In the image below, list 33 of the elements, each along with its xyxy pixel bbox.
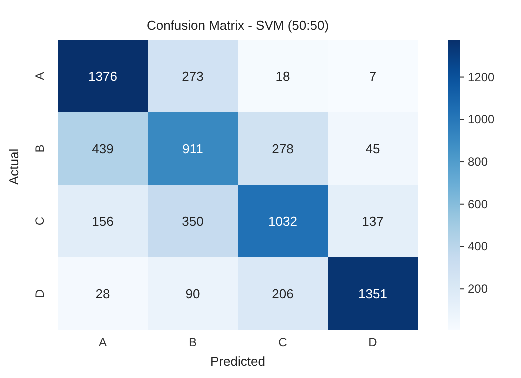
data-label: 206 <box>272 286 294 302</box>
data-label: 911 <box>182 141 204 156</box>
y-tick-label: D <box>33 289 47 298</box>
y-tick-label: B <box>33 144 47 153</box>
y-axis-title: Actual <box>6 148 22 185</box>
color-bar-label: 600 <box>468 197 488 212</box>
color-bar-label: 1200 <box>468 70 496 84</box>
data-label: 1351 <box>358 286 388 302</box>
color-bar-label: 400 <box>468 240 488 254</box>
x-tick-label: C <box>278 336 288 350</box>
x-axis-title: Predicted <box>210 354 266 369</box>
color-bar-label: 800 <box>468 155 488 170</box>
data-label: 7 <box>369 68 377 84</box>
data-label: 278 <box>272 141 294 156</box>
y-tick-label: C <box>33 216 47 226</box>
data-label: 45 <box>366 141 380 156</box>
color-bar-label: 200 <box>468 282 488 296</box>
y-tick-label: A <box>33 72 47 80</box>
x-tick-label: A <box>98 336 108 350</box>
data-label: 156 <box>92 214 114 229</box>
x-tick-label: D <box>368 336 378 350</box>
data-label: 1032 <box>268 214 298 229</box>
data-label: 137 <box>362 214 384 229</box>
chart-title: Confusion Matrix - SVM (50:50) <box>146 18 330 33</box>
data-label: 439 <box>92 141 114 156</box>
x-tick-label: B <box>188 336 198 350</box>
color-bar-label: 1000 <box>468 112 496 127</box>
data-label: 90 <box>186 286 200 302</box>
data-label: 273 <box>182 68 204 84</box>
data-label: 18 <box>276 68 290 84</box>
data-label: 1376 <box>88 68 118 84</box>
data-label: 28 <box>96 286 110 302</box>
data-label: 350 <box>182 214 204 229</box>
